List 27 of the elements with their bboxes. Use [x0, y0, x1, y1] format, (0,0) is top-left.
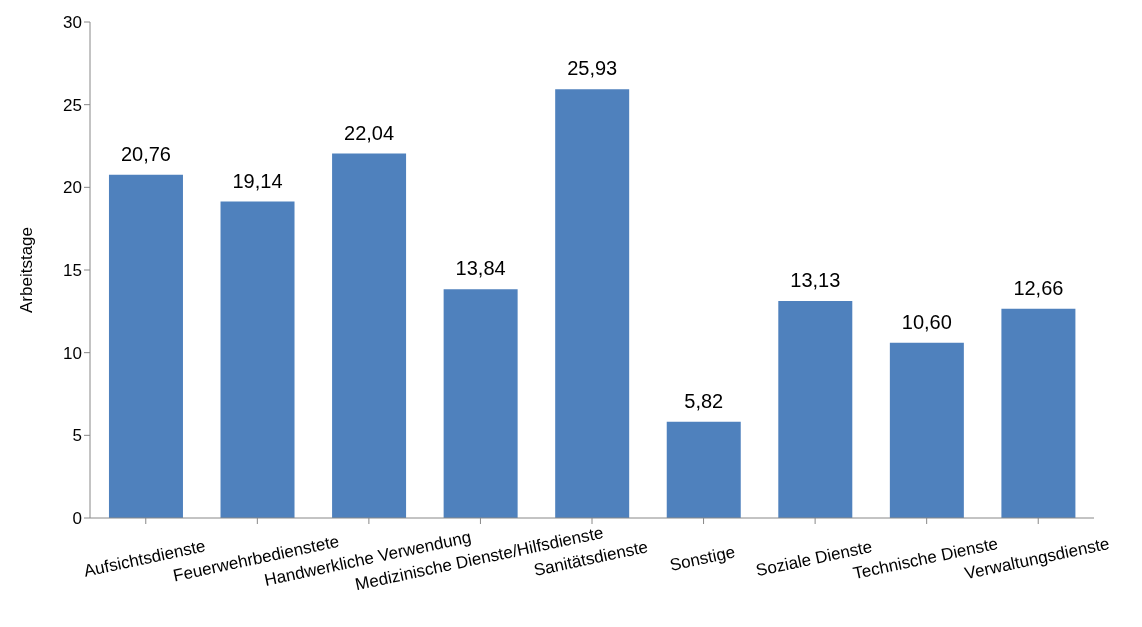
bar	[666, 421, 741, 518]
y-tick-label: 30	[63, 13, 82, 33]
bar	[555, 89, 630, 518]
data-label: 20,76	[120, 142, 171, 165]
data-label: 13,13	[790, 268, 841, 291]
y-tick-label: 10	[63, 343, 82, 363]
bar	[108, 174, 183, 518]
bar	[889, 342, 964, 518]
data-label: 19,14	[232, 169, 283, 192]
data-label: 25,93	[567, 57, 618, 80]
bar	[443, 289, 518, 518]
y-tick-label: 25	[63, 95, 82, 115]
y-axis-title: Arbeitstage	[17, 227, 37, 313]
bar	[1001, 308, 1076, 518]
bar	[220, 201, 295, 518]
y-tick-label: 0	[72, 509, 82, 529]
data-label: 13,84	[455, 257, 506, 280]
y-tick-label: 15	[63, 261, 82, 281]
bar	[332, 153, 407, 518]
x-tick-label: Sonstige	[668, 542, 737, 575]
y-tick-label: 5	[72, 426, 82, 446]
bar	[778, 300, 853, 518]
data-label: 5,82	[684, 389, 724, 412]
data-label: 10,60	[901, 310, 952, 333]
y-tick-label: 20	[63, 178, 82, 198]
data-label: 12,66	[1013, 276, 1064, 299]
data-label: 22,04	[344, 121, 395, 144]
